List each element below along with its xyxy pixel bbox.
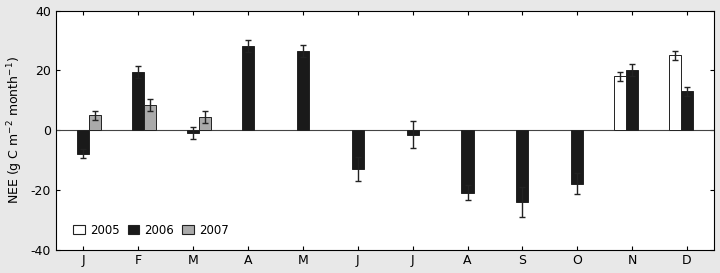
- Legend: 2005, 2006, 2007: 2005, 2006, 2007: [68, 219, 233, 241]
- Bar: [516, 130, 528, 202]
- Bar: [187, 130, 199, 133]
- Bar: [144, 105, 156, 130]
- Bar: [669, 55, 681, 130]
- Bar: [297, 51, 309, 130]
- Bar: [132, 72, 144, 130]
- Bar: [614, 76, 626, 130]
- Bar: [681, 91, 693, 130]
- Bar: [407, 130, 418, 135]
- Bar: [89, 115, 102, 130]
- Bar: [77, 130, 89, 154]
- Bar: [199, 117, 211, 130]
- Bar: [242, 46, 254, 130]
- Bar: [462, 130, 474, 193]
- Bar: [352, 130, 364, 169]
- Y-axis label: NEE (g C m$^{-2}$ month$^{-1}$): NEE (g C m$^{-2}$ month$^{-1}$): [6, 56, 25, 204]
- Bar: [626, 70, 638, 130]
- Bar: [571, 130, 583, 184]
